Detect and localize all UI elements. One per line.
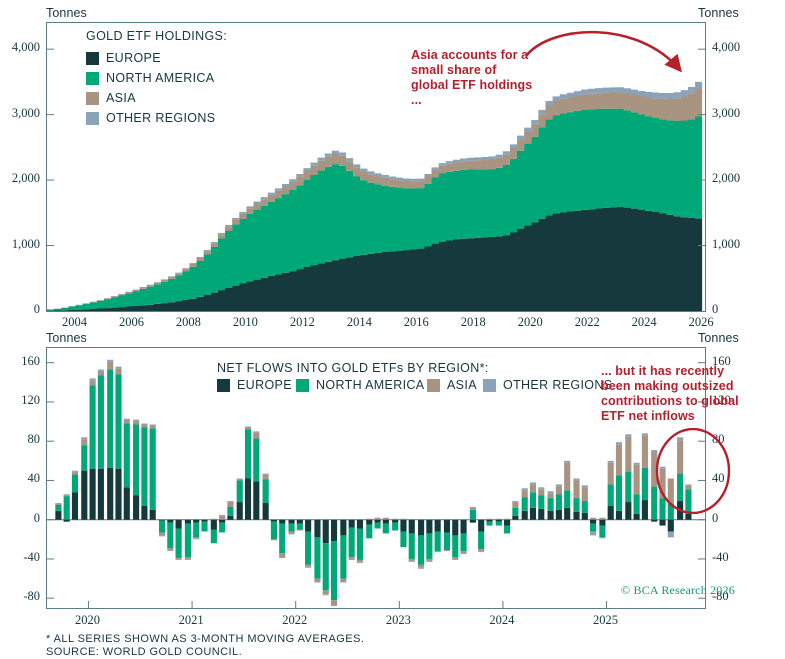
top-xtick: 2008 [175, 315, 201, 329]
top-chart-annotation: Asia accounts for a small share of globa… [411, 48, 533, 107]
top-ytick-right: 4,000 [712, 40, 741, 55]
swatch-north-america-icon [296, 378, 309, 392]
bottom-xtick: 2021 [178, 613, 204, 627]
gold-etf-holdings-area-chart [47, 48, 705, 311]
swatch-other-regions-icon [483, 378, 496, 392]
bottom-chart-annotation: ... but it has recently been making outs… [601, 364, 739, 423]
top-ytick-right: 2,000 [712, 171, 741, 186]
top-xtick: 2020 [517, 315, 543, 329]
bottom-ytick-right: -80 [712, 589, 729, 604]
top-ytick-left: 2,000 [11, 171, 40, 186]
bottom-ytick-left: 80 [27, 432, 41, 447]
bottom-legend-label-other-regions: OTHER REGIONS [503, 378, 613, 392]
top-legend-item-europe: EUROPE [86, 51, 161, 65]
bottom-legend-label-north-america: NORTH AMERICA [316, 378, 425, 392]
swatch-europe-icon [86, 51, 99, 65]
top-ytick-left: 4,000 [11, 40, 40, 55]
top-ytick-right: 0 [712, 302, 719, 316]
top-left-unit-label: Tonnes [46, 6, 87, 20]
top-annotation-arrow-icon [524, 30, 683, 73]
bottom-ytick-left: 160 [21, 353, 40, 368]
top-legend-title: GOLD ETF HOLDINGS: [86, 29, 228, 43]
top-ytick-right: 1,000 [712, 236, 741, 251]
top-ytick-left: 1,000 [11, 236, 40, 251]
bottom-xtick: 2023 [385, 613, 411, 627]
bottom-chart-panel [46, 347, 706, 609]
bottom-legend-label-asia: ASIA [447, 378, 477, 392]
top-ytick-right: 3,000 [712, 105, 741, 120]
swatch-asia-icon [427, 378, 440, 392]
bottom-ytick-right: -40 [712, 549, 729, 564]
top-right-unit-label: Tonnes [698, 6, 739, 20]
top-xtick: 2016 [403, 315, 429, 329]
bottom-annotation-circle-icon [655, 428, 731, 514]
top-xtick: 2010 [232, 315, 258, 329]
top-xtick: 2004 [61, 315, 87, 329]
swatch-asia-icon [86, 91, 99, 105]
top-legend-item-north-america: NORTH AMERICA [86, 71, 215, 85]
top-xtick: 2006 [118, 315, 144, 329]
bottom-ytick-right: 0 [712, 510, 719, 525]
top-xtick: 2024 [631, 315, 657, 329]
bottom-ytick-right: 120 [712, 392, 731, 407]
bottom-ytick-left: -40 [23, 549, 40, 564]
bottom-legend-item-europe: EUROPE [217, 378, 292, 392]
swatch-north-america-icon [86, 71, 99, 85]
top-legend-label-north-america: NORTH AMERICA [106, 71, 215, 85]
top-legend-label-asia: ASIA [106, 91, 136, 105]
bottom-ytick-left: 40 [27, 471, 41, 486]
top-xtick: 2026 [688, 315, 714, 329]
bottom-ytick-right: 80 [712, 432, 725, 447]
top-ytick-left: 0 [33, 302, 40, 316]
bottom-ytick-right: 160 [712, 353, 731, 368]
swatch-europe-icon [217, 378, 230, 392]
bottom-legend-title: NET FLOWS INTO GOLD ETFs BY REGION*: [217, 361, 489, 375]
top-xtick: 2022 [574, 315, 600, 329]
footnote-line-1: * ALL SERIES SHOWN AS 3-MONTH MOVING AVE… [46, 633, 365, 645]
bottom-xtick: 2022 [282, 613, 308, 627]
net-flows-bar-chart [47, 359, 705, 608]
bottom-ytick-left: 0 [33, 510, 40, 525]
top-ytick-left: 3,000 [11, 105, 40, 120]
bottom-left-unit-label: Tonnes [46, 331, 87, 345]
bottom-xtick: 2025 [593, 613, 619, 627]
bottom-legend-item-asia: ASIA [427, 378, 477, 392]
bottom-xtick: 2024 [489, 613, 515, 627]
top-legend-label-other-regions: OTHER REGIONS [106, 111, 216, 125]
bottom-legend-item-other-regions: OTHER REGIONS [483, 378, 612, 392]
top-xtick: 2014 [346, 315, 372, 329]
footnote-line-2: SOURCE: WORLD GOLD COUNCIL. [46, 646, 243, 658]
bottom-ytick-left: 120 [21, 392, 40, 407]
bottom-xtick: 2020 [74, 613, 100, 627]
top-xtick: 2012 [289, 315, 315, 329]
top-xtick: 2018 [460, 315, 486, 329]
top-legend-label-europe: EUROPE [106, 51, 161, 65]
bottom-legend-item-north-america: NORTH AMERICA [296, 378, 425, 392]
copyright-label: © BCA Research 2026 [621, 583, 735, 597]
swatch-other-regions-icon [86, 111, 99, 125]
bottom-right-unit-label: Tonnes [698, 331, 739, 345]
top-legend-item-asia: ASIA [86, 91, 136, 105]
top-chart-panel [46, 22, 706, 312]
bottom-ytick-left: -80 [23, 589, 40, 604]
bottom-ytick-right: 40 [712, 471, 725, 486]
top-legend-item-other-regions: OTHER REGIONS [86, 111, 215, 125]
bottom-legend-label-europe: EUROPE [237, 378, 292, 392]
